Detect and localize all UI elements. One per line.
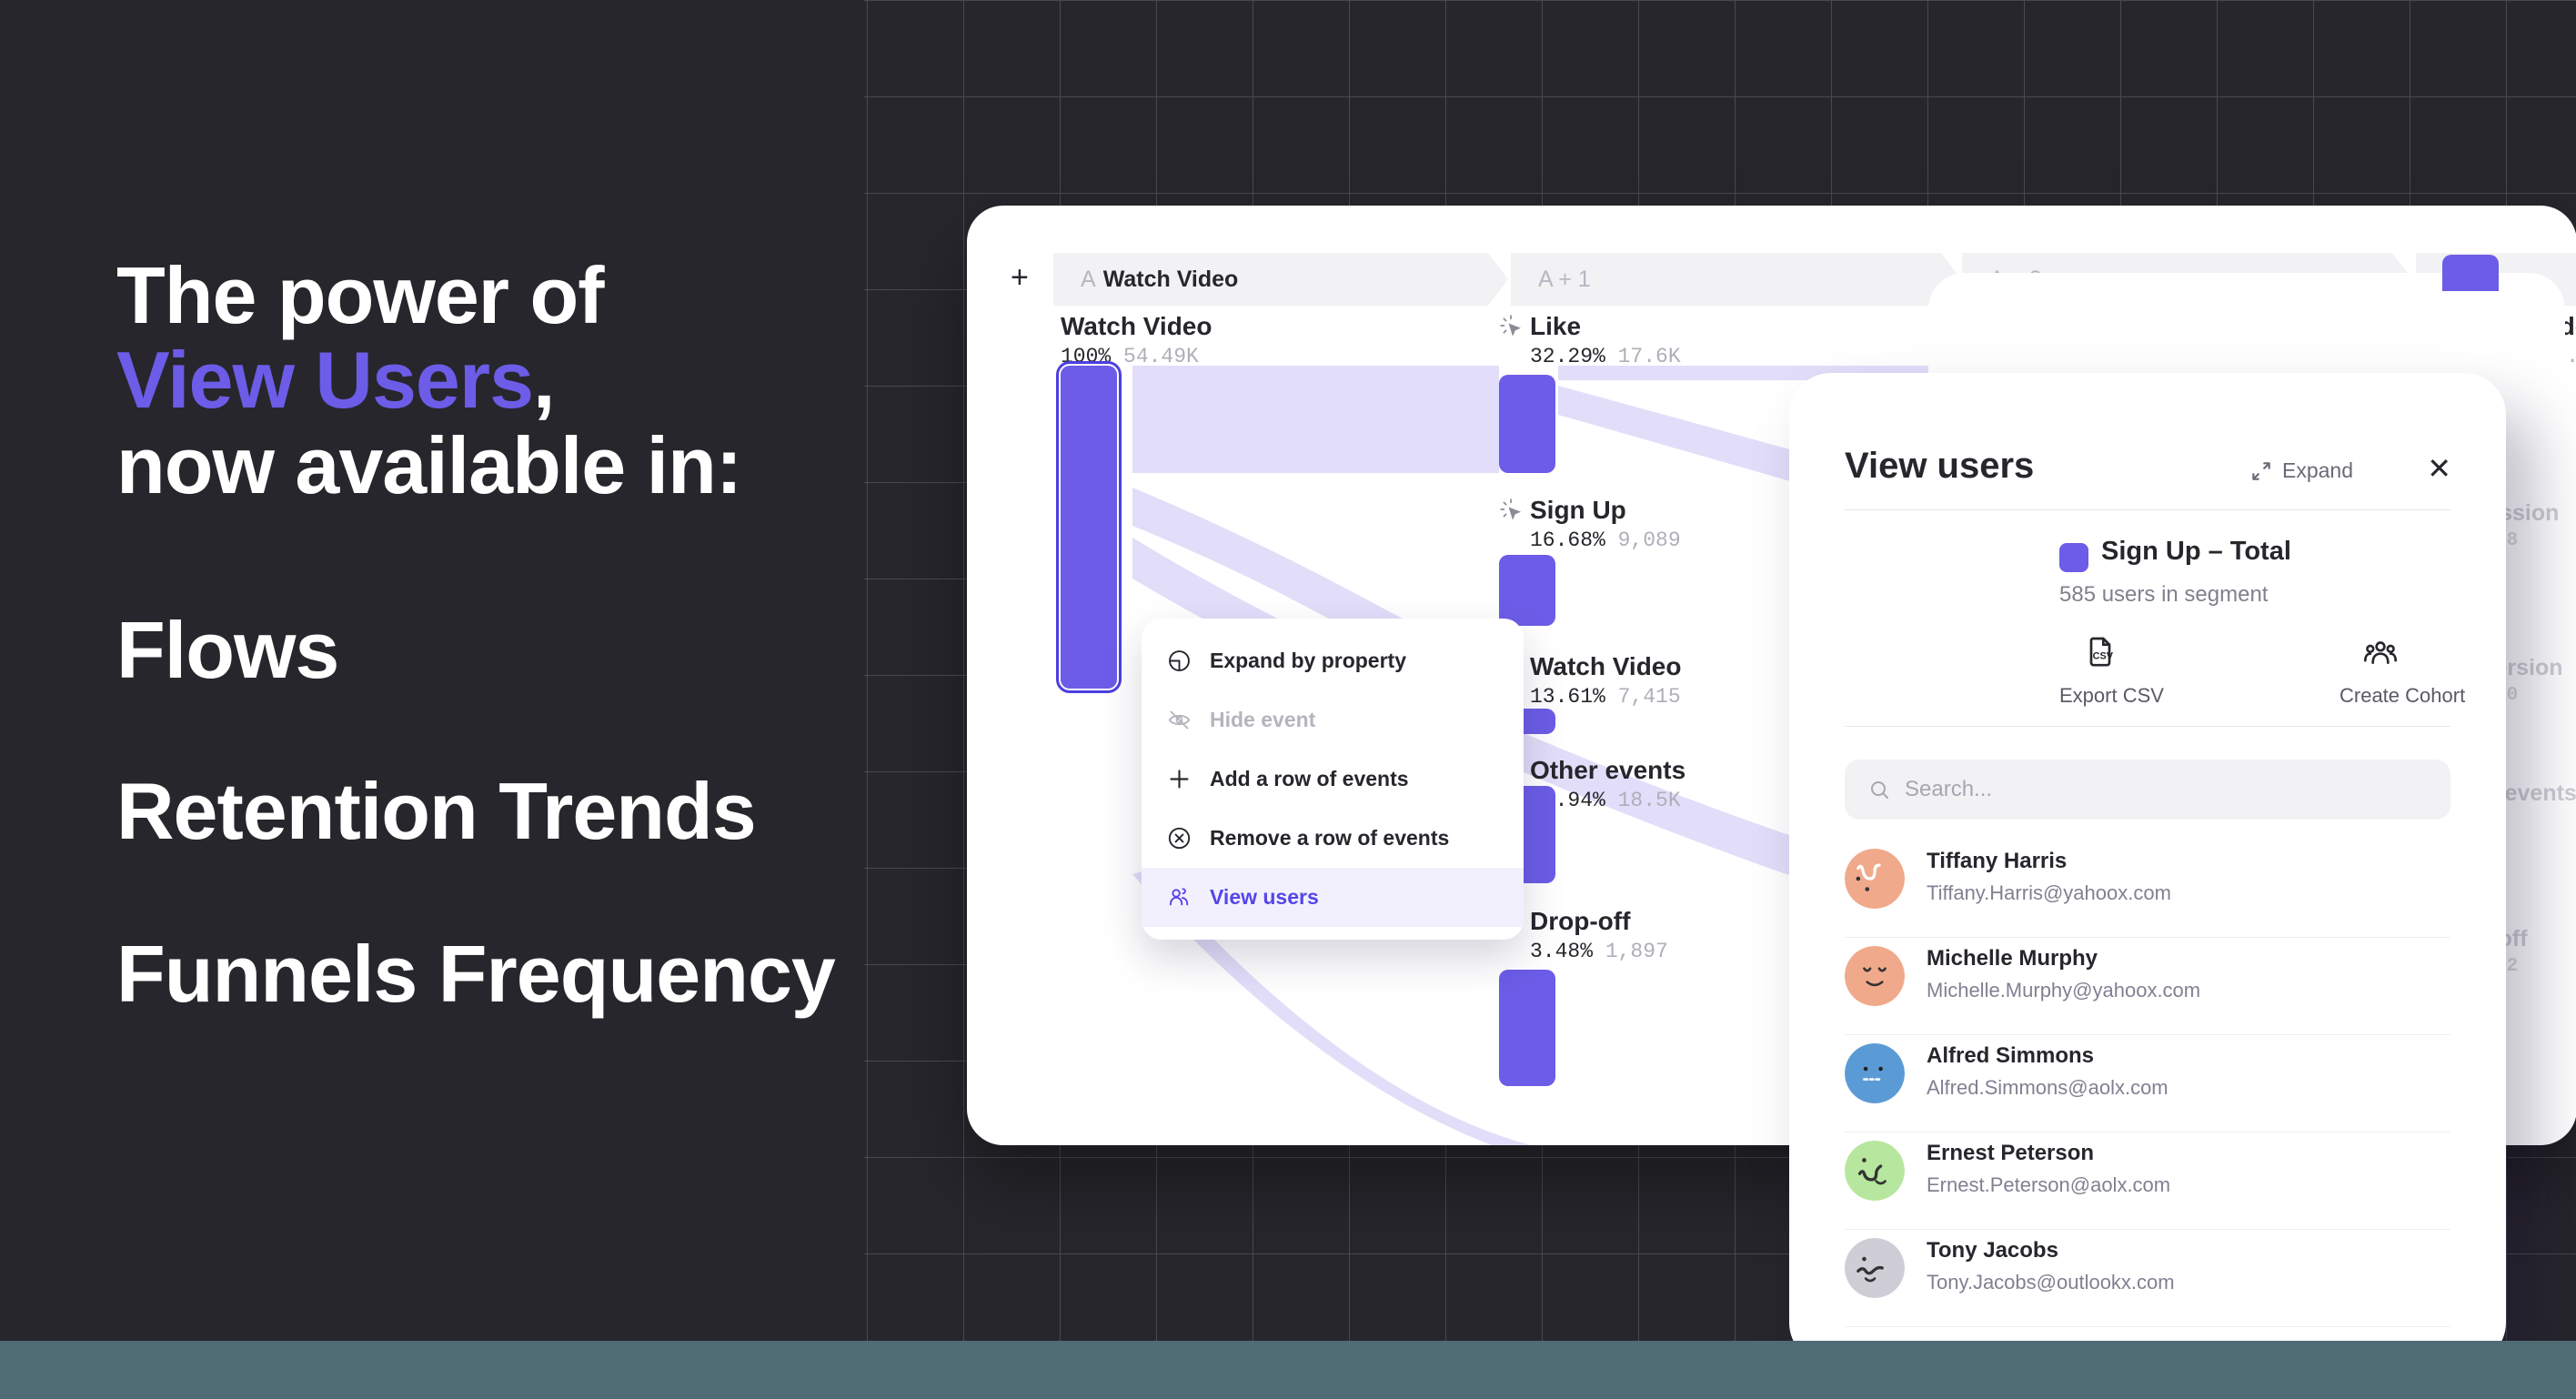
svg-text:CSV: CSV: [2093, 651, 2114, 662]
